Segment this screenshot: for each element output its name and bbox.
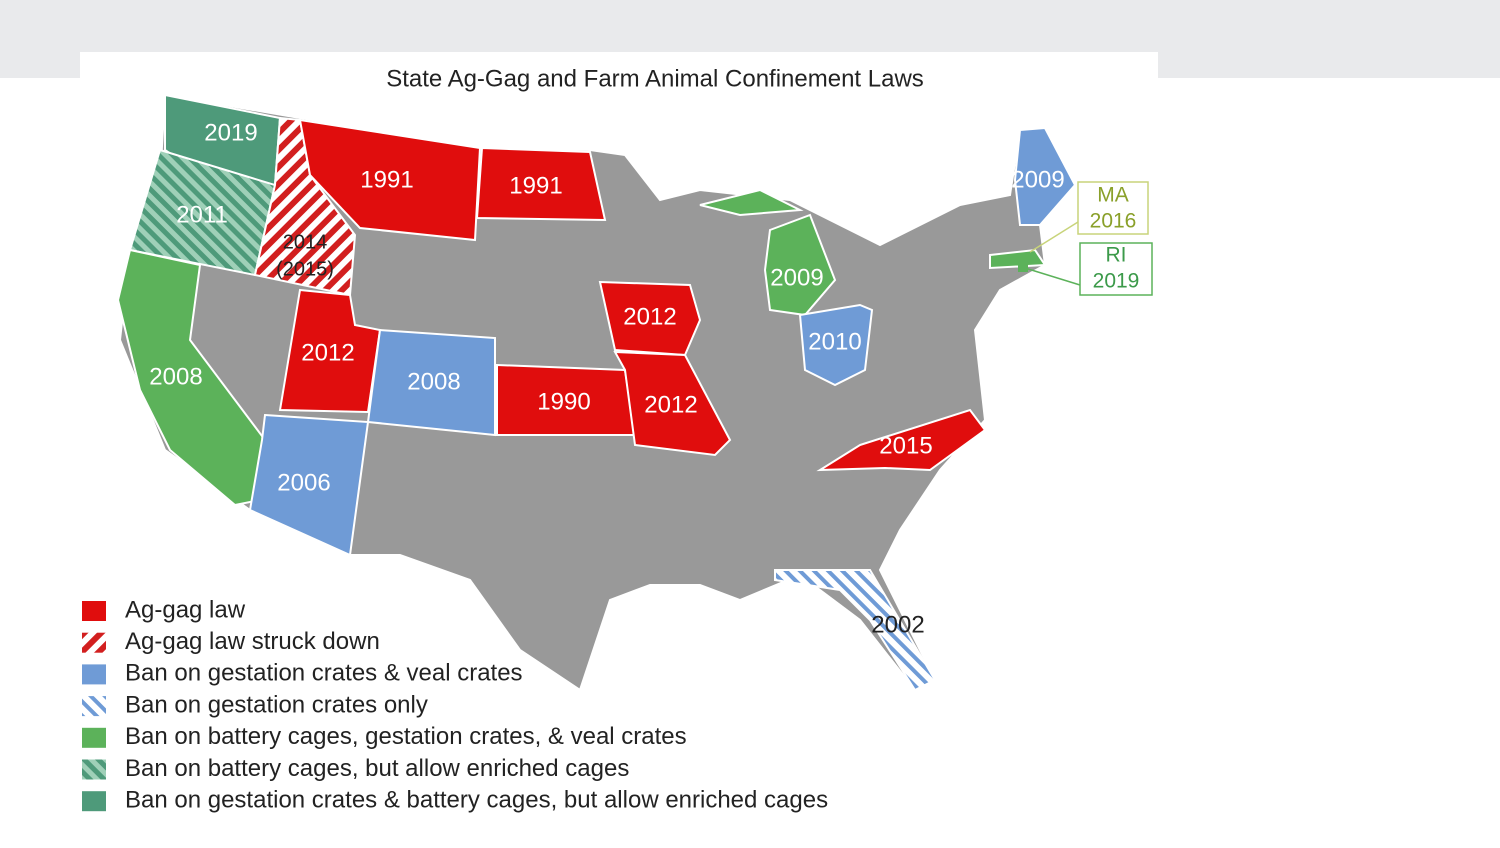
legend-label: Ban on battery cages, but allow enriched… (125, 755, 629, 782)
map-title: State Ag-Gag and Farm Animal Confinement… (386, 65, 924, 92)
legend-swatch (82, 664, 106, 685)
state-label: 2009 (1011, 166, 1064, 193)
state-label: 2002 (871, 611, 924, 638)
callout-year: 2016 (1090, 210, 1137, 233)
legend-swatch (82, 759, 106, 780)
legend-swatch (82, 727, 106, 748)
state-label: (2015) (276, 258, 334, 280)
state-label: 2008 (149, 363, 202, 390)
state-label: 2012 (301, 339, 354, 366)
legend-label: Ag-gag law struck down (125, 628, 380, 655)
legend-swatch (82, 632, 106, 653)
state-label: 2006 (277, 469, 330, 496)
state-label: 2015 (879, 432, 932, 459)
state-label: 2010 (808, 328, 861, 355)
legend-label: Ban on gestation crates only (125, 691, 428, 718)
legend-label: Ban on battery cages, gestation crates, … (125, 723, 687, 750)
legend-label: Ag-gag law (125, 596, 246, 623)
state-label: 2012 (644, 391, 697, 418)
legend: Ag-gag law Ag-gag law struck down Ban on g… (82, 596, 828, 814)
legend-swatch (82, 696, 106, 717)
map-labels: 2019 2011 2014 (2015) 1991 1991 2008 2012 2008 20… (149, 119, 1139, 638)
state-label: 2008 (407, 368, 460, 395)
state-label: 1990 (537, 388, 590, 415)
legend-swatch (82, 601, 106, 621)
callout-state: MA (1097, 184, 1129, 207)
state-label: 1991 (509, 172, 562, 199)
state-label: 2014 (283, 231, 328, 253)
state-label: 2009 (770, 264, 823, 291)
state-label: 2012 (623, 303, 676, 330)
callout-state: RI (1106, 244, 1127, 267)
state-label: 2011 (176, 201, 228, 228)
legend-swatch (82, 791, 106, 812)
state-label: 2019 (204, 119, 257, 146)
legend-label: Ban on gestation crates & battery cages,… (125, 787, 828, 814)
state-label: 1991 (360, 166, 413, 193)
us-map (116, 93, 1153, 692)
legend-label: Ban on gestation crates & veal crates (125, 660, 523, 687)
callout-year: 2019 (1093, 270, 1140, 293)
